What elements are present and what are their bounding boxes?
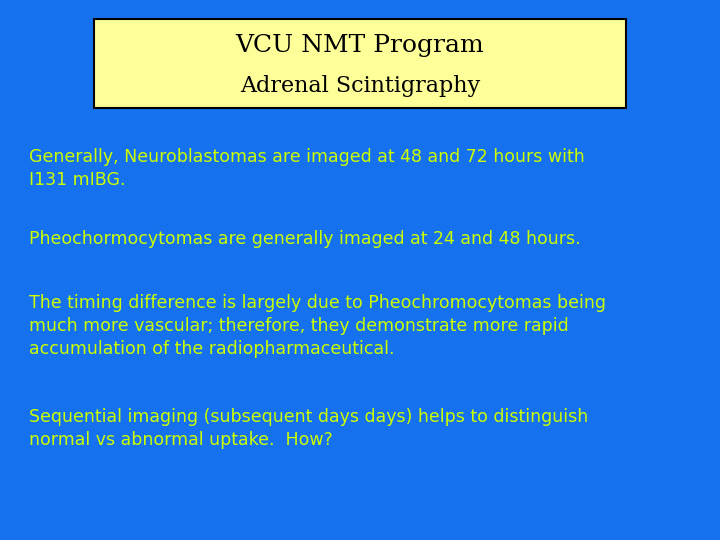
Text: The timing difference is largely due to Pheochromocytomas being
much more vascul: The timing difference is largely due to … xyxy=(29,294,606,358)
Text: Sequential imaging (subsequent days days) helps to distinguish
normal vs abnorma: Sequential imaging (subsequent days days… xyxy=(29,408,588,449)
Text: Pheochormocytomas are generally imaged at 24 and 48 hours.: Pheochormocytomas are generally imaged a… xyxy=(29,230,580,247)
Text: VCU NMT Program: VCU NMT Program xyxy=(235,34,485,57)
FancyBboxPatch shape xyxy=(94,19,626,108)
Text: Adrenal Scintigraphy: Adrenal Scintigraphy xyxy=(240,75,480,97)
Text: Generally, Neuroblastomas are imaged at 48 and 72 hours with
I131 mIBG.: Generally, Neuroblastomas are imaged at … xyxy=(29,148,585,190)
